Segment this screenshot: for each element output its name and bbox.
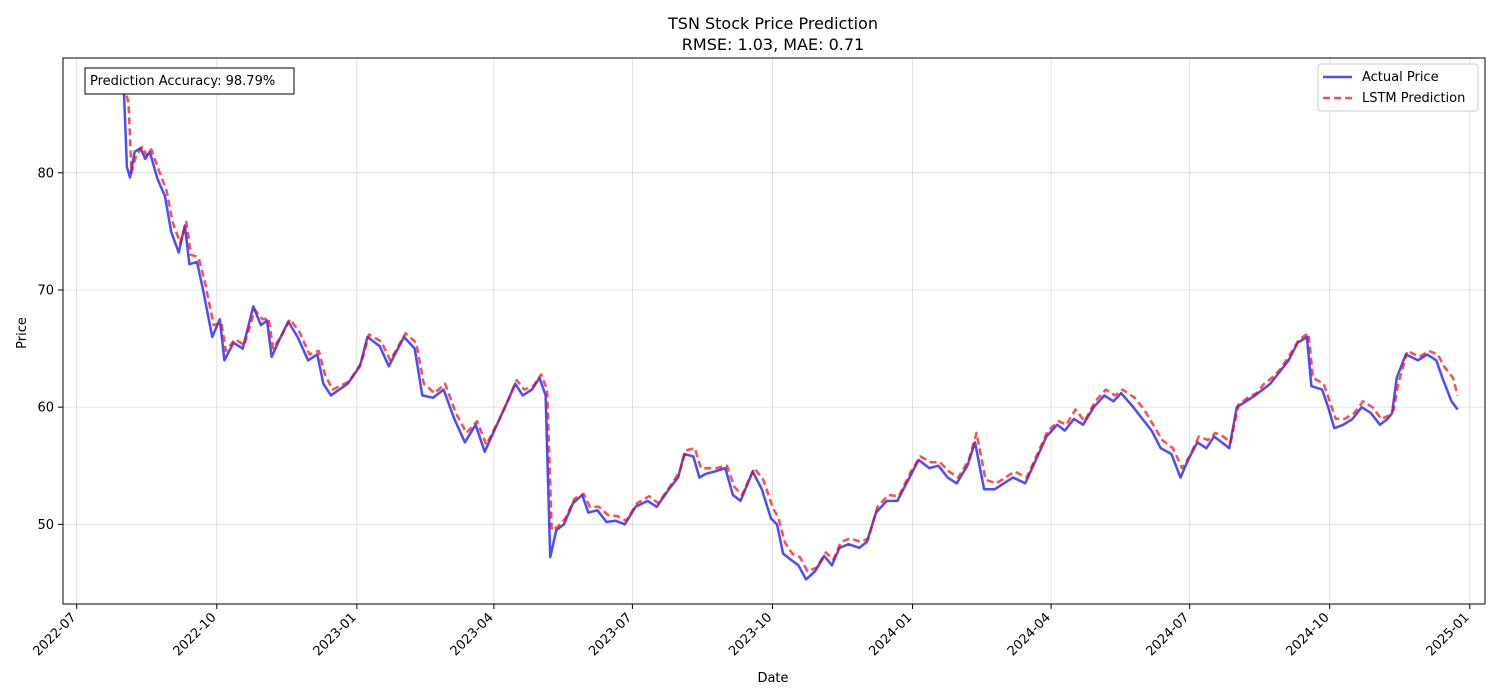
legend-label-actual-price: Actual Price xyxy=(1362,70,1439,85)
chart-subtitle: RMSE: 1.03, MAE: 0.71 xyxy=(682,35,864,54)
y-axis: 50 60 70 80 xyxy=(37,166,63,533)
series-line-lstm-prediction xyxy=(122,84,1459,573)
plot-frame xyxy=(62,57,1486,605)
y-tick-label: 60 xyxy=(37,401,54,416)
y-tick-label: 80 xyxy=(37,166,54,181)
legend: Actual Price LSTM Prediction xyxy=(1317,63,1479,112)
legend-box xyxy=(1317,63,1479,112)
grid-lines xyxy=(63,58,1485,604)
chart-title: TSN Stock Price Prediction xyxy=(667,14,878,33)
accuracy-box xyxy=(84,67,295,95)
accuracy-annotation: Prediction Accuracy: 98.79% xyxy=(84,67,295,95)
y-axis-title: Price xyxy=(15,317,30,349)
legend-label-lstm-prediction: LSTM Prediction xyxy=(1362,91,1465,106)
x-axis-title: Date xyxy=(757,671,788,686)
series-layer xyxy=(122,84,1459,581)
series-line-actual-price xyxy=(122,90,1459,581)
accuracy-text: Prediction Accuracy: 98.79% xyxy=(90,74,275,89)
y-tick-label: 70 xyxy=(37,283,54,298)
y-tick-label: 50 xyxy=(37,518,54,533)
